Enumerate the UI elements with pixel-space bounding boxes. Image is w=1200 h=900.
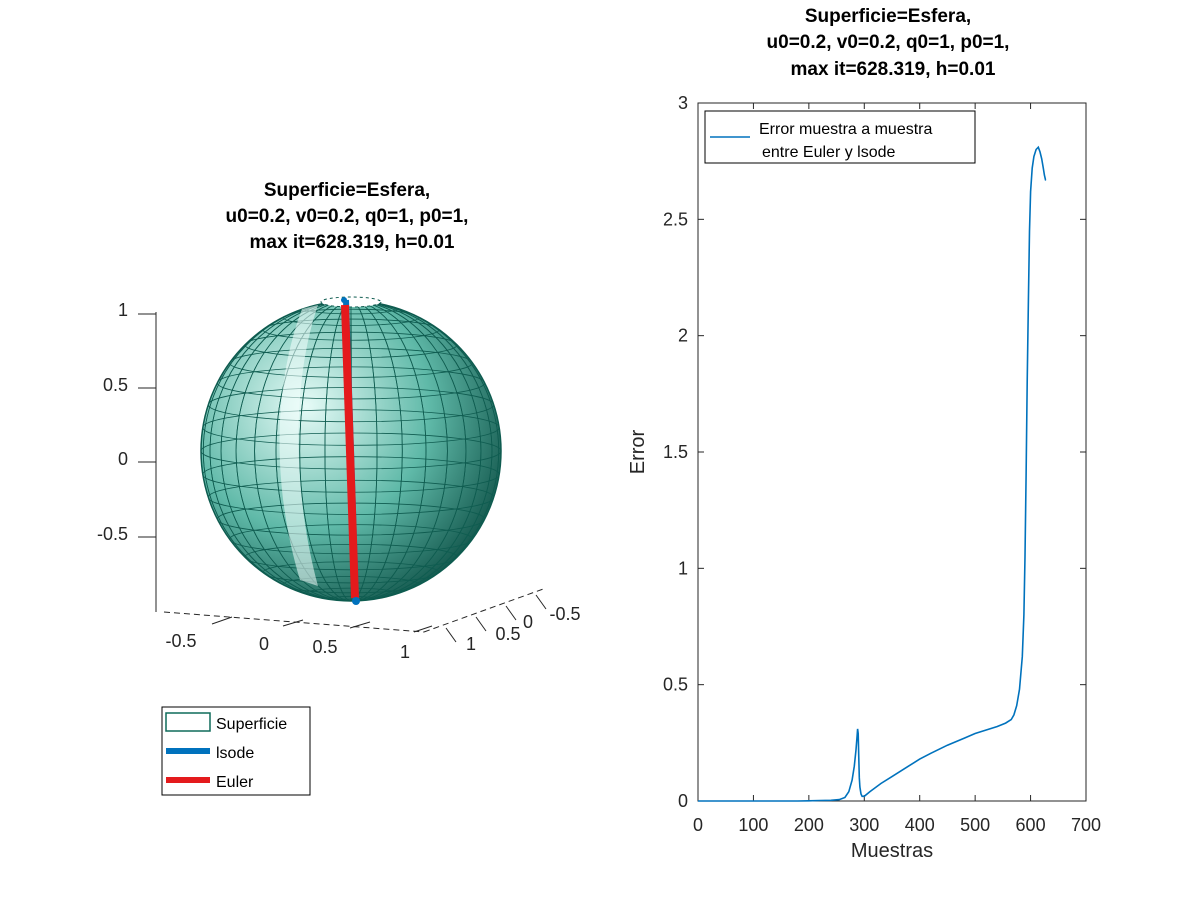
y-tick-mark bbox=[445, 627, 457, 643]
y-tick-mark bbox=[505, 605, 517, 621]
y-ticks: 1 0.5 0 -0.5 bbox=[445, 594, 581, 654]
error-subplot: Superficie=Esfera, u0=0.2, v0=0.2, q0=1,… bbox=[627, 6, 1101, 862]
x-tick-mark bbox=[349, 621, 371, 629]
error-x-tick-label: 300 bbox=[849, 815, 879, 835]
z-tick-label: 1 bbox=[118, 300, 128, 320]
sphere-meridian bbox=[235, 301, 467, 601]
error-y-tick-label: 0 bbox=[678, 791, 688, 811]
end-point-marker bbox=[352, 597, 360, 605]
error-y-tick-label: 2 bbox=[678, 326, 688, 346]
y-tick-label: 0.5 bbox=[495, 624, 520, 644]
error-x-tick-label: 600 bbox=[1016, 815, 1046, 835]
error-y-tick-label: 0.5 bbox=[663, 675, 688, 695]
legend-label-error-line-2: entre Euler y lsode bbox=[762, 144, 896, 161]
sphere-subplot: Superficie=Esfera, u0=0.2, v0=0.2, q0=1,… bbox=[97, 180, 581, 796]
y-axis-line bbox=[423, 587, 547, 633]
error-x-tick-label: 200 bbox=[794, 815, 824, 835]
z-ticks: 1 0.5 0 -0.5 bbox=[97, 300, 156, 544]
sphere-title-line-3: max it=628.319, h=0.01 bbox=[250, 232, 455, 253]
start-point-marker bbox=[341, 297, 347, 303]
error-title-line-2: u0=0.2, v0=0.2, q0=1, p0=1, bbox=[767, 32, 1010, 53]
sphere-meridian bbox=[209, 301, 493, 601]
error-y-tick-label: 1.5 bbox=[663, 442, 688, 462]
error-title-line-1: Superficie=Esfera, bbox=[805, 6, 971, 27]
y-tick-label: -0.5 bbox=[549, 604, 580, 624]
x-tick-mark bbox=[413, 625, 433, 633]
error-x-tick-label: 400 bbox=[905, 815, 935, 835]
y-tick-mark bbox=[475, 616, 487, 632]
error-x-ticks: 0 100 200 300 400 500 600 700 bbox=[693, 103, 1101, 835]
error-y-axis-label: Error bbox=[627, 429, 649, 474]
sphere-title-line-2: u0=0.2, v0=0.2, q0=1, p0=1, bbox=[226, 206, 469, 227]
error-x-axis-label: Muestras bbox=[851, 840, 933, 862]
sphere-cutaway-face bbox=[279, 305, 318, 586]
sphere-meridian bbox=[324, 301, 378, 601]
x-tick-label: 0.5 bbox=[312, 637, 337, 657]
x-tick-label: 1 bbox=[400, 642, 410, 662]
legend-label-error-line-1: Error muestra a muestra bbox=[759, 121, 932, 138]
sphere-meridian bbox=[299, 301, 403, 601]
error-legend: Error muestra a muestra entre Euler y ls… bbox=[704, 110, 976, 164]
legend-label-euler: Euler bbox=[216, 774, 254, 791]
x-tick-mark bbox=[211, 616, 233, 625]
sphere-pole-cap bbox=[320, 296, 382, 308]
legend-label-lsode: lsode bbox=[216, 745, 254, 762]
y-tick-mark bbox=[535, 594, 547, 610]
error-plot-area bbox=[697, 102, 1087, 802]
error-y-tick-label: 3 bbox=[678, 93, 688, 113]
x-tick-label: 0 bbox=[259, 634, 269, 654]
error-y-tick-label: 2.5 bbox=[663, 209, 688, 229]
x-axis-line bbox=[163, 611, 425, 633]
error-x-tick-label: 0 bbox=[693, 815, 703, 835]
z-tick-label: 0.5 bbox=[103, 375, 128, 395]
y-tick-label: 1 bbox=[466, 634, 476, 654]
z-tick-label: 0 bbox=[118, 449, 128, 469]
x-tick-mark bbox=[282, 619, 304, 627]
sphere-title-line-1: Superficie=Esfera, bbox=[264, 180, 430, 201]
sphere-meridian bbox=[202, 301, 500, 601]
error-title-line-3: max it=628.319, h=0.01 bbox=[791, 59, 996, 80]
x-ticks: -0.5 0 0.5 1 bbox=[165, 616, 433, 662]
sphere-meridian bbox=[220, 301, 482, 601]
error-y-ticks: 0 0.5 1 1.5 2 2.5 3 bbox=[663, 93, 1086, 811]
sphere-legend: Superficie lsode Euler bbox=[161, 706, 311, 796]
trajectories bbox=[341, 297, 360, 605]
y-tick-label: 0 bbox=[523, 612, 533, 632]
legend-label-superficie: Superficie bbox=[216, 716, 287, 733]
euler-trajectory bbox=[341, 304, 359, 599]
error-x-tick-label: 100 bbox=[738, 815, 768, 835]
error-y-tick-label: 1 bbox=[678, 558, 688, 578]
legend-swatch-superficie bbox=[165, 712, 211, 732]
sphere-meridian bbox=[254, 301, 448, 601]
error-series-line bbox=[698, 145, 1047, 802]
sphere-meridian bbox=[275, 301, 427, 601]
z-tick-label: -0.5 bbox=[97, 524, 128, 544]
x-tick-label: -0.5 bbox=[165, 631, 196, 651]
error-x-tick-label: 500 bbox=[960, 815, 990, 835]
error-x-tick-label: 700 bbox=[1071, 815, 1101, 835]
